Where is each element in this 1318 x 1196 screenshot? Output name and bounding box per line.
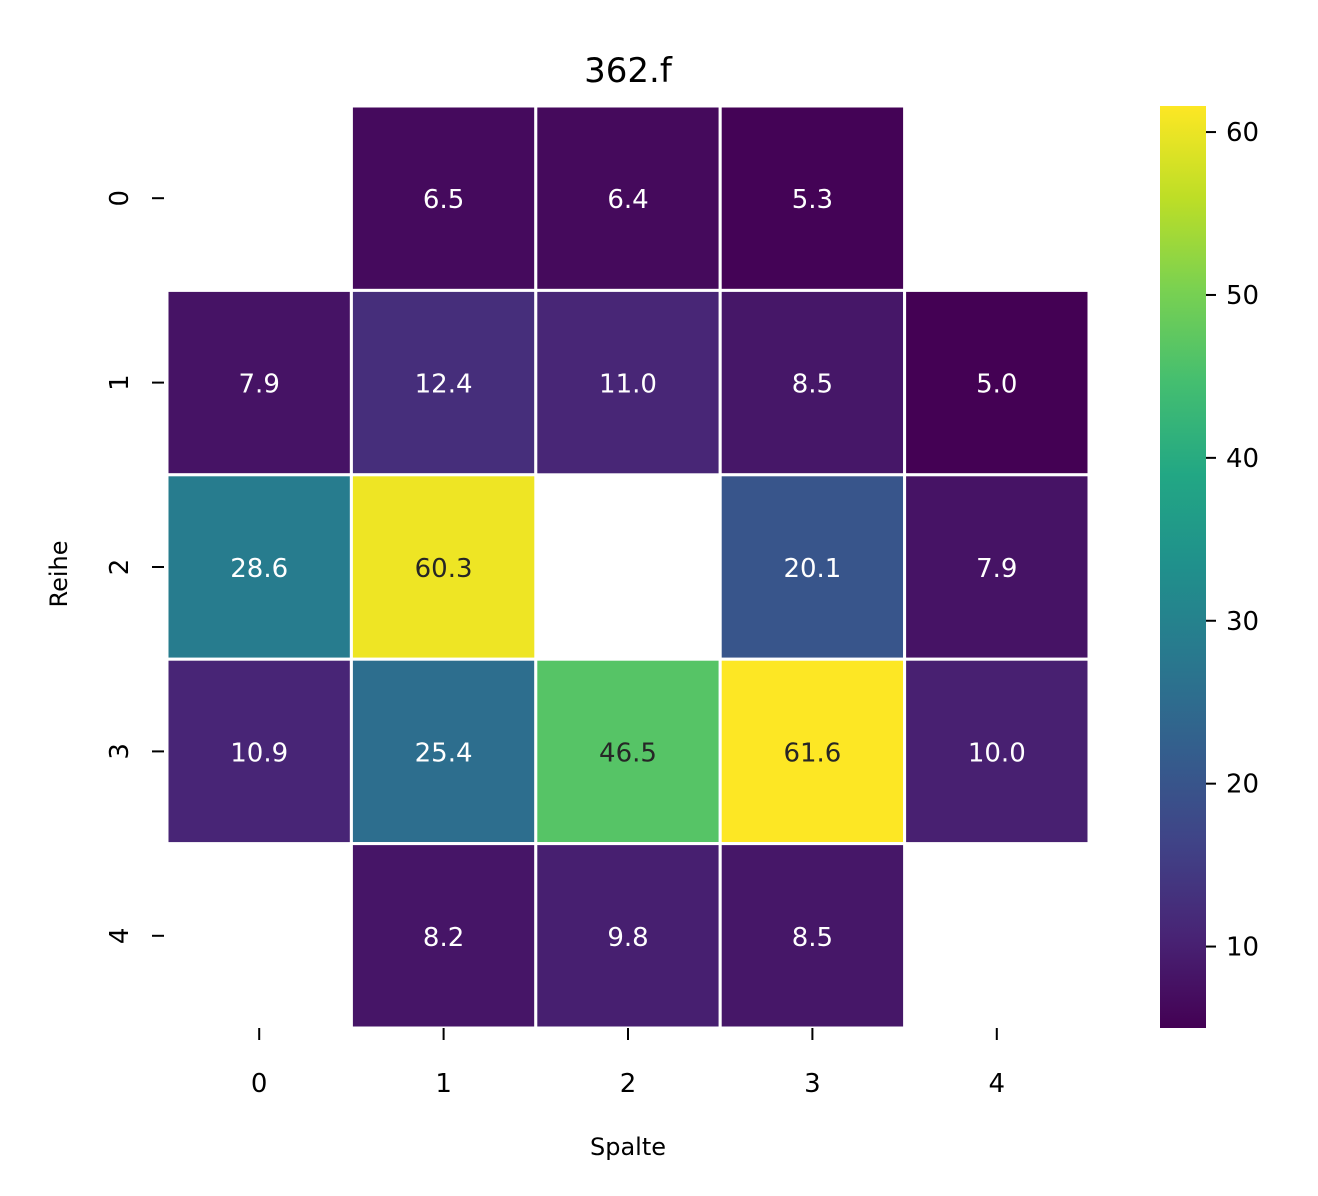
cell-value-label: 11.0 xyxy=(599,370,657,400)
heatmap-cell xyxy=(534,288,722,477)
cell-value-label: 8.5 xyxy=(792,370,833,400)
colorbar-tick-label: 30 xyxy=(1226,607,1259,637)
heatmap-cell xyxy=(165,657,353,846)
cell-value-label: 6.5 xyxy=(423,185,464,215)
cell-value-label: 5.0 xyxy=(976,370,1017,400)
heatmap-cell xyxy=(718,104,907,292)
cell-value-label: 7.9 xyxy=(239,370,280,400)
heatmap-cell xyxy=(903,288,1091,477)
colorbar-tick-label: 10 xyxy=(1226,933,1259,963)
cell-value-label: 25.4 xyxy=(415,738,473,768)
y-tick-label: 3 xyxy=(105,743,135,760)
cell-value-label: 9.8 xyxy=(607,923,648,953)
x-tick-label: 0 xyxy=(251,1069,268,1099)
heatmap-cell xyxy=(349,473,538,661)
heatmap-cells: 6.5 6.4 5.3 7.9 12.4 11.0 8.5 5.0 28.6 60.3 20.1 7.… xyxy=(165,104,1091,1030)
cell-value-label: 8.2 xyxy=(423,923,464,953)
chart-title: 362.f xyxy=(584,51,673,91)
heatmap-cell xyxy=(718,842,907,1030)
cell-value-label: 28.6 xyxy=(230,554,288,584)
y-tick-label: 4 xyxy=(105,928,135,945)
heatmap-cell xyxy=(349,842,538,1030)
y-axis-label: Reihe xyxy=(45,540,73,607)
cell-value-label: 61.6 xyxy=(783,738,841,768)
cell-value-label: 5.3 xyxy=(792,185,833,215)
cell-value-label: 8.5 xyxy=(792,923,833,953)
x-tick-label: 3 xyxy=(804,1069,821,1099)
y-tick-label: 2 xyxy=(105,559,135,576)
colorbar: 10 20 30 40 50 60 xyxy=(1160,106,1259,1028)
x-axis: 0 1 2 3 4 xyxy=(251,1028,1005,1099)
y-tick-label: 1 xyxy=(105,374,135,391)
colorbar-tick-label: 40 xyxy=(1226,444,1259,474)
cell-value-label: 60.3 xyxy=(415,554,473,584)
heatmap-cell xyxy=(903,657,1091,846)
heatmap-cell xyxy=(349,657,538,846)
cell-value-label: 10.0 xyxy=(968,738,1026,768)
cell-value-label: 46.5 xyxy=(599,738,657,768)
cell-value-label: 7.9 xyxy=(976,554,1017,584)
heatmap-cell xyxy=(903,473,1091,661)
heatmap-cell xyxy=(349,104,538,292)
x-tick-label: 1 xyxy=(435,1069,452,1099)
x-tick-label: 2 xyxy=(620,1069,637,1099)
colorbar-tick-label: 20 xyxy=(1226,770,1259,800)
y-tick-label: 0 xyxy=(105,190,135,207)
x-tick-label: 4 xyxy=(989,1069,1006,1099)
heatmap-cell xyxy=(534,104,722,292)
heatmap-cell xyxy=(718,657,907,846)
cell-value-label: 12.4 xyxy=(415,370,473,400)
heatmap-cell xyxy=(534,842,722,1030)
colorbar-tick-label: 60 xyxy=(1226,118,1259,148)
cell-value-label: 20.1 xyxy=(783,554,841,584)
y-axis: 0 1 2 3 4 xyxy=(105,190,164,944)
x-axis-label: Spalte xyxy=(590,1133,666,1161)
cell-value-label: 6.4 xyxy=(607,185,648,215)
colorbar-tick-label: 50 xyxy=(1226,281,1259,311)
cell-value-label: 10.9 xyxy=(230,738,288,768)
colorbar-gradient xyxy=(1160,106,1206,1028)
